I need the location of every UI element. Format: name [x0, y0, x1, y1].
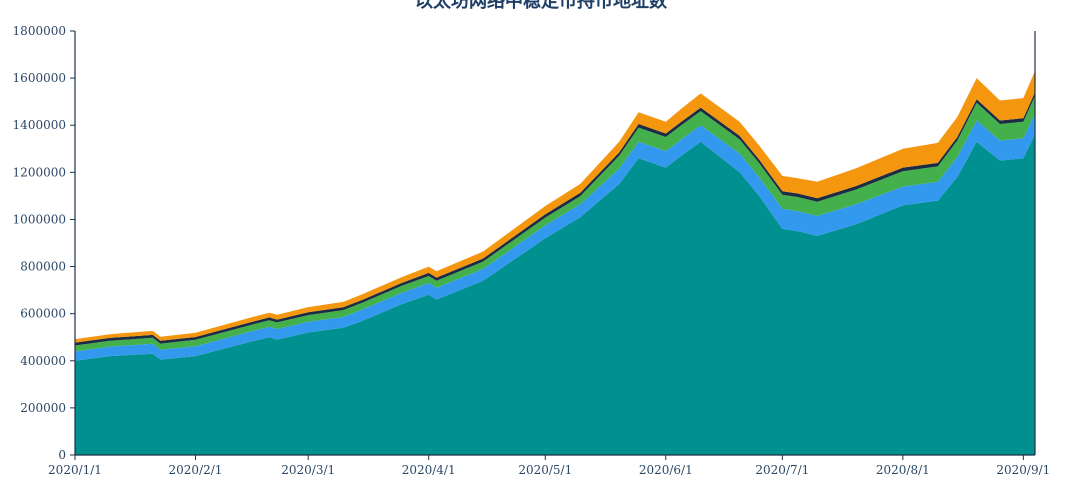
y-tick-label: 600000: [20, 307, 66, 321]
y-tick-label: 800000: [20, 260, 66, 274]
y-tick-label: 0: [58, 448, 66, 462]
x-tick-label: 2020/5/1: [518, 463, 572, 477]
x-tick-label: 2020/9/1: [996, 463, 1050, 477]
x-axis: 2020/1/1 2020/2/1 2020/3/1 2020/4/1 2020/5/1…: [48, 455, 1050, 477]
y-tick-label: 1400000: [13, 118, 66, 132]
y-tick-label: 400000: [20, 354, 66, 368]
chart-title: 以太坊网络中稳定币持币地址数: [415, 0, 668, 12]
x-tick-label: 2020/1/1: [48, 463, 102, 477]
x-tick-label: 2020/8/1: [876, 463, 930, 477]
area-series-5: [75, 71, 1035, 343]
y-tick-label: 200000: [20, 401, 66, 415]
x-tick-label: 2020/2/1: [169, 463, 223, 477]
y-tick-label: 1000000: [13, 212, 66, 226]
y-axis: 0 200000 400000 600000 800000 1000000 1200000 1…: [13, 24, 75, 462]
x-tick-label: 2020/7/1: [755, 463, 809, 477]
y-tick-label: 1800000: [13, 24, 66, 38]
y-tick-label: 1200000: [13, 165, 66, 179]
x-tick-label: 2020/3/1: [281, 463, 335, 477]
y-tick-label: 1600000: [13, 71, 66, 85]
x-tick-label: 2020/4/1: [402, 463, 456, 477]
area-series-group: [75, 71, 1035, 455]
area-series-1: [75, 134, 1035, 455]
x-tick-label: 2020/6/1: [639, 463, 693, 477]
